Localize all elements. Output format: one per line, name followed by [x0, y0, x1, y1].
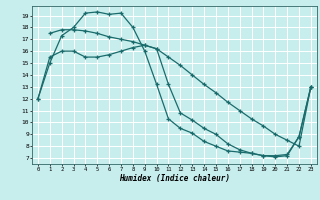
- X-axis label: Humidex (Indice chaleur): Humidex (Indice chaleur): [119, 174, 230, 183]
